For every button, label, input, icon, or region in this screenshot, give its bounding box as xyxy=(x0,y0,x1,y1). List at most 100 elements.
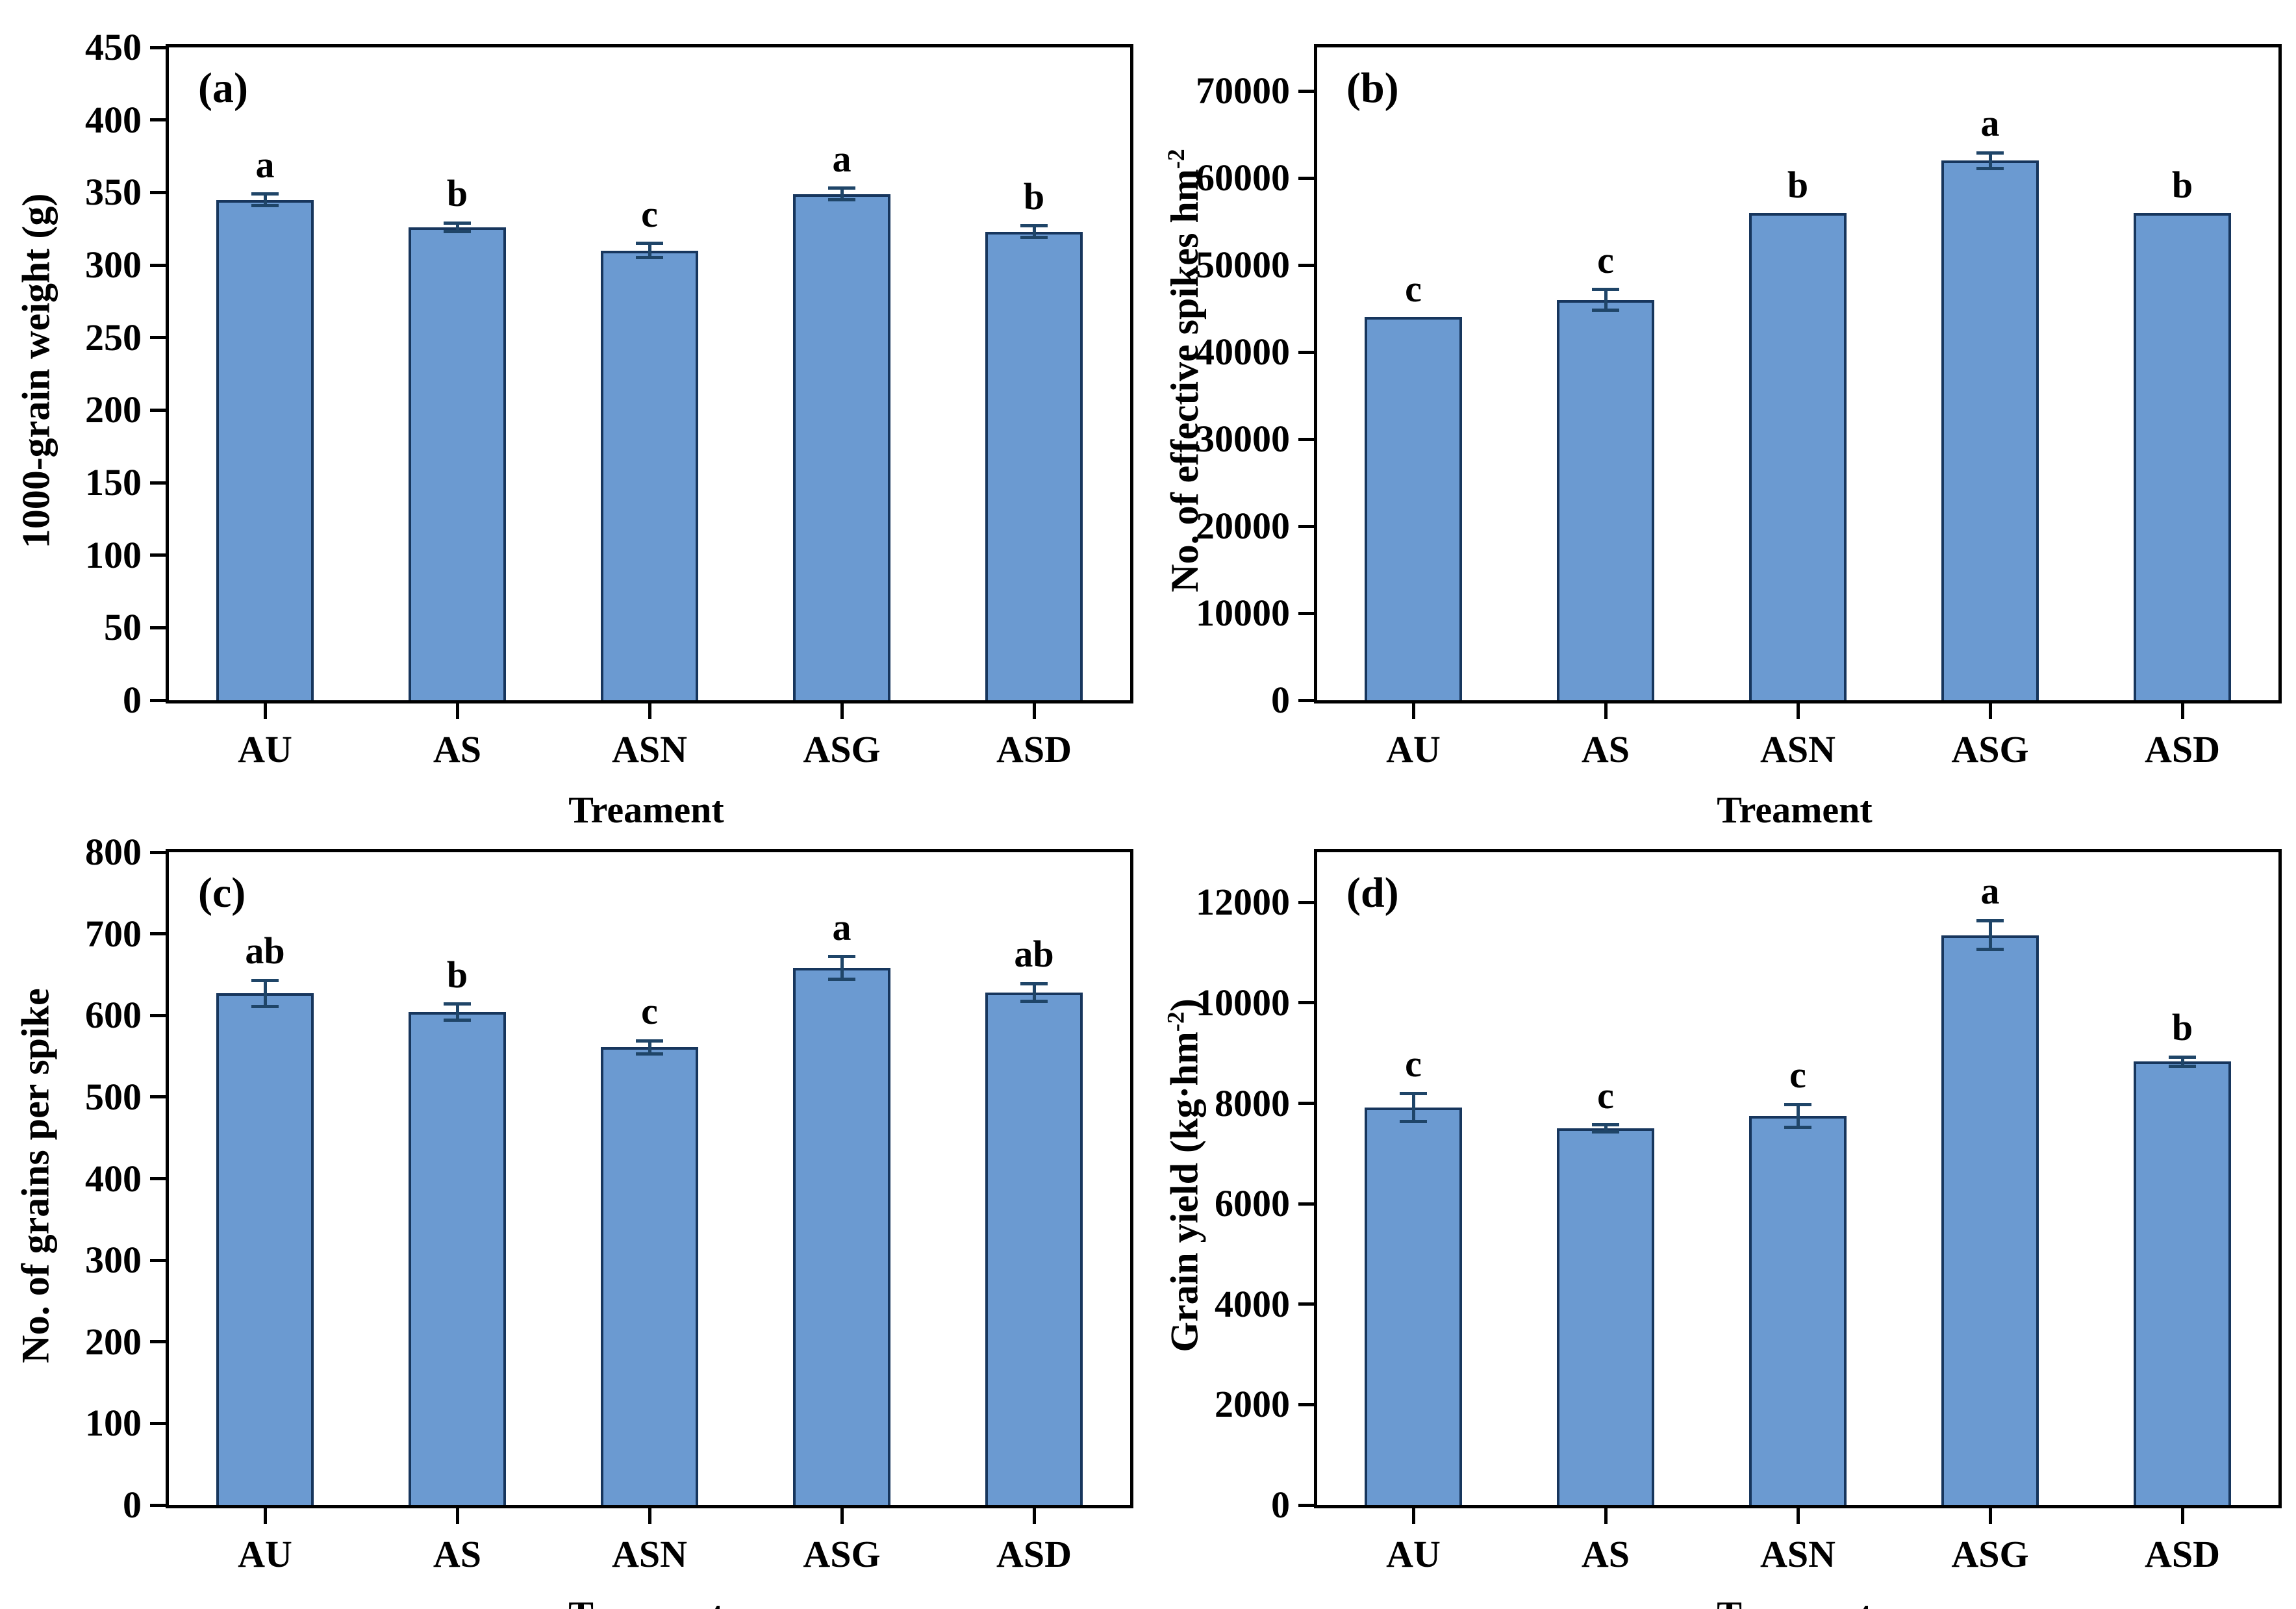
x-tick-label-ASD: ASD xyxy=(2144,1533,2221,1575)
error-bar-stem xyxy=(263,194,267,206)
y-tick-label: 300 xyxy=(85,244,142,286)
x-tick-mark xyxy=(648,703,651,719)
bar-ASD xyxy=(985,993,1083,1505)
y-axis-title: No. of grains per spike xyxy=(14,987,58,1363)
bar-ASD xyxy=(2134,212,2231,700)
x-tick-mark xyxy=(1988,703,1992,719)
bar-ASN xyxy=(601,250,698,700)
y-tick-label: 350 xyxy=(85,171,142,214)
error-bar-stem xyxy=(455,1004,459,1020)
panel-d: (d) 0 2000 4000 6000 8000 10000 12000 c c c a b AU AS A… xyxy=(1148,805,2296,1609)
error-bar-cap xyxy=(1784,1102,1811,1106)
y-tick-label: 400 xyxy=(85,1157,142,1200)
y-tick-label: 600 xyxy=(85,994,142,1037)
error-bar-cap xyxy=(1592,1130,1619,1134)
error-bar-cap xyxy=(251,192,279,196)
error-bar-stem xyxy=(1032,225,1036,238)
plot-area-b: (b) 0 10000 20000 30000 40000 50000 60000 70000 c… xyxy=(1196,44,2282,719)
bar-ASG xyxy=(1941,935,2039,1505)
y-tick-label: 100 xyxy=(85,533,142,576)
significance-letter: c xyxy=(641,192,658,235)
y-tick-mark xyxy=(150,698,166,702)
y-tick-mark xyxy=(1298,1202,1314,1206)
error-bar-cap xyxy=(1020,1000,1048,1004)
bar-AU xyxy=(216,993,314,1505)
error-bar-cap xyxy=(444,1002,471,1006)
significance-letter: c xyxy=(641,990,658,1033)
error-bar-cap xyxy=(1400,1091,1427,1095)
error-bar-stem xyxy=(1604,1124,1608,1132)
y-tick-mark xyxy=(150,118,166,122)
x-tick-label-ASD: ASD xyxy=(996,728,1072,770)
x-tick-label-ASN: ASN xyxy=(1760,1533,1836,1575)
x-tick-mark xyxy=(263,703,267,719)
x-tick-mark xyxy=(455,1508,459,1524)
error-bar-cap xyxy=(444,1019,471,1022)
y-tick-label: 300 xyxy=(85,1239,142,1282)
x-tick-label-AU: AU xyxy=(238,728,292,770)
error-bar-cap xyxy=(636,1039,663,1043)
y-tick-label: 12000 xyxy=(1196,881,1290,924)
x-tick-mark xyxy=(1032,703,1036,719)
y-tick-label: 800 xyxy=(85,831,142,873)
y-tick-mark xyxy=(150,1340,166,1344)
significance-letter: b xyxy=(1787,163,1809,206)
error-bar-stem xyxy=(840,188,844,200)
x-tick-mark xyxy=(1411,1508,1415,1524)
error-bar-stem xyxy=(840,956,844,980)
x-tick-mark xyxy=(648,1508,651,1524)
x-axis-title: Treament xyxy=(166,1596,1127,1609)
y-tick-label: 50 xyxy=(104,606,142,649)
x-tick-label-AU: AU xyxy=(1386,1533,1441,1575)
bar-ASG xyxy=(793,194,890,700)
error-bar-cap xyxy=(251,203,279,207)
x-axis-title: Treament xyxy=(1314,1596,2275,1609)
error-bar-cap xyxy=(1592,309,1619,312)
y-tick-mark xyxy=(1298,524,1314,528)
error-bar-cap xyxy=(1020,982,1048,985)
y-tick-label: 0 xyxy=(123,1484,142,1526)
bar-ASN xyxy=(1749,212,1847,700)
error-bar-stem xyxy=(1796,1104,1800,1128)
significance-letter: b xyxy=(1023,175,1045,218)
y-tick-label: 8000 xyxy=(1215,1082,1290,1124)
error-bar-cap xyxy=(828,955,855,959)
error-bar-cap xyxy=(636,256,663,260)
x-tick-mark xyxy=(840,703,844,719)
x-tick-label-ASG: ASG xyxy=(803,728,881,770)
y-tick-label: 10000 xyxy=(1196,981,1290,1024)
x-tick-label-AS: AS xyxy=(1581,1533,1630,1575)
x-tick-label-ASD: ASD xyxy=(2144,728,2221,770)
x-tick-label-ASN: ASN xyxy=(611,1533,688,1575)
y-tick-mark xyxy=(1298,1503,1314,1507)
significance-letter: ab xyxy=(245,930,285,972)
significance-letter: a xyxy=(1980,102,2000,145)
x-tick-label-ASN: ASN xyxy=(1760,728,1836,770)
y-tick-mark xyxy=(150,1177,166,1180)
y-tick-label: 450 xyxy=(85,26,142,68)
error-bar-stem xyxy=(2180,1057,2184,1067)
error-bar-stem xyxy=(1032,983,1036,1002)
error-bar-cap xyxy=(1784,1126,1811,1130)
x-tick-label-AU: AU xyxy=(1386,728,1441,770)
error-bar-cap xyxy=(1592,1123,1619,1127)
y-tick-mark xyxy=(1298,1302,1314,1306)
x-tick-label-ASG: ASG xyxy=(1951,728,2029,770)
significance-letter: b xyxy=(446,172,468,215)
y-tick-label: 200 xyxy=(85,388,142,431)
y-tick-label: 250 xyxy=(85,316,142,359)
error-bar-cap xyxy=(1976,166,2004,170)
y-tick-mark xyxy=(150,408,166,412)
x-tick-mark xyxy=(2180,1508,2184,1524)
y-tick-mark xyxy=(1298,263,1314,267)
significance-letter: a xyxy=(832,906,852,948)
y-tick-mark xyxy=(150,932,166,936)
x-tick-label-ASG: ASG xyxy=(803,1533,881,1575)
bar-AS xyxy=(409,227,506,700)
error-bar-cap xyxy=(1976,151,2004,155)
x-tick-mark xyxy=(455,703,459,719)
bar-ASN xyxy=(601,1047,698,1505)
x-tick-mark xyxy=(2180,703,2184,719)
x-tick-label-AS: AS xyxy=(1581,728,1630,770)
